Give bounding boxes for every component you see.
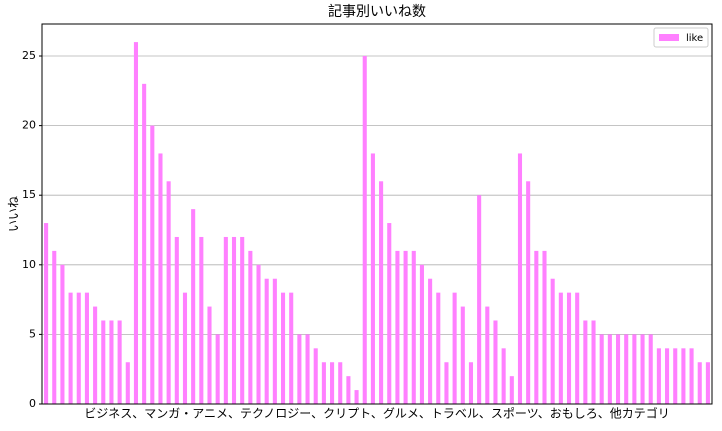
bar bbox=[109, 320, 114, 404]
bar bbox=[468, 362, 474, 404]
bar bbox=[460, 306, 465, 404]
legend-box bbox=[653, 27, 709, 48]
bar bbox=[166, 181, 171, 404]
bar bbox=[101, 320, 106, 404]
bar bbox=[477, 195, 482, 404]
bar bbox=[387, 223, 392, 404]
bar bbox=[656, 348, 661, 404]
bar bbox=[231, 236, 237, 404]
bar bbox=[313, 348, 318, 404]
bar bbox=[174, 236, 179, 404]
bar bbox=[305, 334, 310, 404]
bar bbox=[575, 292, 580, 404]
bar bbox=[362, 56, 367, 405]
bar bbox=[648, 334, 653, 404]
chart-title: 記事別いいね数 bbox=[328, 3, 426, 20]
bar bbox=[550, 278, 555, 404]
bar bbox=[428, 278, 433, 404]
bar bbox=[379, 181, 384, 404]
bar bbox=[182, 292, 188, 404]
bar bbox=[705, 362, 710, 404]
bar bbox=[485, 306, 490, 404]
y-tick-label: 10 bbox=[22, 258, 36, 271]
bar bbox=[403, 250, 408, 404]
bar bbox=[583, 320, 588, 404]
bar bbox=[681, 348, 686, 404]
bar bbox=[599, 334, 604, 404]
bar bbox=[615, 334, 621, 404]
bar bbox=[591, 320, 596, 404]
bar bbox=[125, 362, 130, 404]
bar bbox=[395, 250, 400, 404]
bar bbox=[117, 320, 122, 404]
bar bbox=[697, 362, 702, 404]
bar bbox=[640, 334, 645, 404]
bar bbox=[256, 264, 261, 404]
bar bbox=[493, 320, 498, 404]
bar bbox=[207, 306, 212, 404]
bar bbox=[444, 362, 449, 404]
bar bbox=[264, 278, 269, 404]
bar bbox=[517, 153, 523, 404]
bar bbox=[452, 292, 457, 404]
bar bbox=[501, 348, 506, 404]
bar bbox=[607, 334, 612, 404]
bar bbox=[223, 236, 228, 404]
bar bbox=[419, 264, 424, 404]
bar bbox=[76, 292, 81, 404]
bar bbox=[673, 348, 678, 404]
bar bbox=[370, 153, 375, 404]
bar bbox=[346, 376, 351, 404]
legend-swatch bbox=[659, 34, 679, 41]
bar bbox=[632, 334, 637, 404]
bar bbox=[411, 250, 416, 404]
bar bbox=[93, 306, 98, 404]
bar bbox=[133, 42, 139, 404]
bar bbox=[321, 362, 326, 404]
bar bbox=[558, 292, 563, 404]
legend-label: like bbox=[686, 33, 703, 44]
bar bbox=[280, 292, 286, 404]
bar bbox=[272, 278, 277, 404]
bar bbox=[60, 264, 65, 404]
bar bbox=[215, 334, 220, 404]
bar bbox=[240, 236, 245, 404]
bar bbox=[158, 153, 163, 404]
bar bbox=[436, 292, 441, 404]
y-tick-label: 25 bbox=[22, 49, 36, 62]
bar bbox=[354, 390, 359, 404]
bar bbox=[330, 362, 335, 404]
bar bbox=[509, 376, 514, 404]
bar bbox=[526, 181, 531, 404]
x-axis-label: ビジネス、マンガ・アニメ、テクノロジー、クリプト、グルメ、トラベル、スポーツ、お… bbox=[84, 406, 670, 421]
bar bbox=[566, 292, 572, 404]
y-tick-label: 15 bbox=[22, 188, 36, 201]
bar bbox=[689, 348, 694, 404]
bar bbox=[297, 334, 302, 404]
y-tick-label: 20 bbox=[22, 119, 36, 132]
bar bbox=[52, 250, 57, 404]
bar bbox=[191, 209, 196, 404]
plot-frame bbox=[41, 23, 713, 405]
bar bbox=[289, 292, 294, 404]
bar bbox=[142, 83, 147, 404]
bar bbox=[624, 334, 629, 404]
y-tick-label: 0 bbox=[29, 397, 36, 410]
bar bbox=[44, 223, 49, 404]
bar bbox=[68, 292, 73, 404]
bar bbox=[248, 250, 253, 404]
bar bbox=[199, 236, 204, 404]
bar bbox=[150, 125, 155, 404]
y-tick-label: 5 bbox=[29, 327, 36, 340]
bar bbox=[534, 250, 539, 404]
bar bbox=[665, 348, 670, 404]
bar bbox=[338, 362, 343, 404]
bar bbox=[542, 250, 547, 404]
bar bbox=[84, 292, 89, 404]
y-axis-label: いいね bbox=[7, 196, 21, 232]
